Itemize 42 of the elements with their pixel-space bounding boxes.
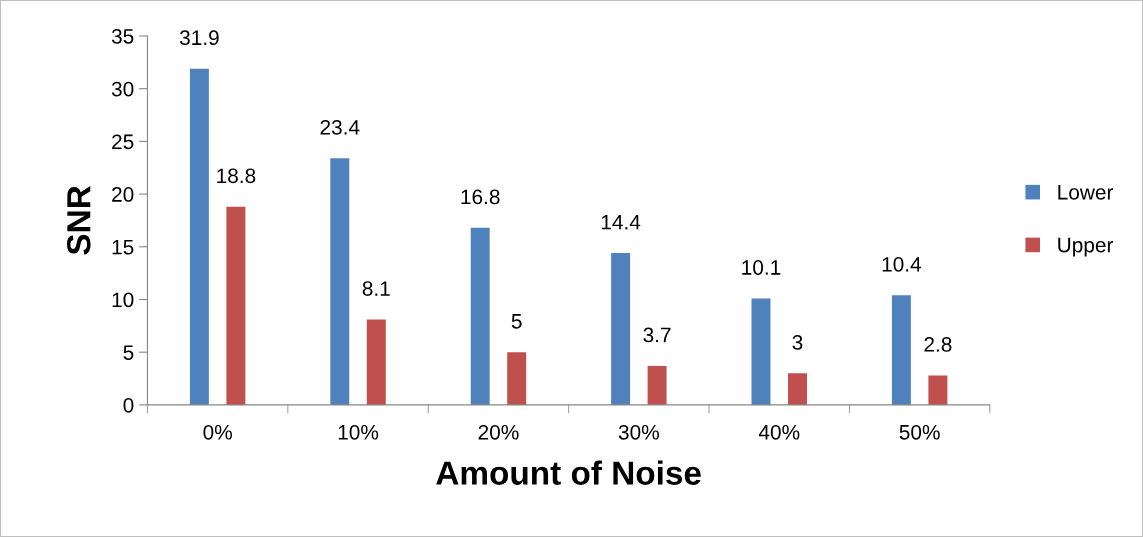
bar bbox=[928, 375, 948, 405]
bar bbox=[470, 227, 490, 405]
y-tick-label: 0 bbox=[123, 397, 134, 413]
x-tick-label: 50% bbox=[899, 424, 940, 440]
data-label: 2.8 bbox=[924, 337, 952, 352]
bar bbox=[226, 206, 246, 405]
data-label: 5 bbox=[511, 314, 522, 329]
bar bbox=[751, 298, 771, 405]
data-label: 14.4 bbox=[601, 215, 641, 230]
legend-label: Lower bbox=[1058, 185, 1114, 200]
bar bbox=[647, 365, 667, 405]
data-label: 31.9 bbox=[179, 30, 219, 46]
x-tick-label: 30% bbox=[618, 424, 659, 440]
bar bbox=[507, 352, 527, 405]
legend-label: Upper bbox=[1058, 237, 1114, 257]
y-tick-label: 30 bbox=[111, 81, 134, 97]
y-tick-label: 5 bbox=[123, 345, 134, 360]
data-label: 18.8 bbox=[217, 168, 256, 184]
data-label: 8.1 bbox=[362, 281, 390, 296]
data-label: 10.1 bbox=[742, 260, 781, 275]
bar bbox=[891, 295, 911, 405]
y-axis-title: SNR bbox=[67, 185, 91, 255]
bar bbox=[366, 319, 386, 405]
x-tick-label: 20% bbox=[478, 424, 519, 440]
x-tick-label: 40% bbox=[758, 424, 800, 440]
bar bbox=[611, 253, 631, 405]
x-tick-label: 10% bbox=[338, 424, 379, 440]
x-axis-title: Amount of Noise bbox=[436, 460, 701, 485]
bar bbox=[788, 373, 807, 405]
data-label: 3.7 bbox=[643, 327, 671, 343]
x-tick-label: 0% bbox=[203, 424, 232, 440]
y-tick-label: 20 bbox=[112, 187, 134, 202]
y-tick-label: 15 bbox=[112, 240, 134, 255]
data-label: 23.4 bbox=[320, 119, 360, 135]
y-tick-label: 25 bbox=[112, 134, 134, 150]
data-label: 3 bbox=[792, 334, 803, 350]
bar bbox=[330, 158, 350, 405]
data-label: 16.8 bbox=[461, 189, 500, 205]
y-tick-label: 10 bbox=[112, 292, 134, 308]
data-label: 10.4 bbox=[882, 256, 922, 272]
y-tick-label: 35 bbox=[111, 28, 134, 44]
bar bbox=[189, 68, 209, 405]
